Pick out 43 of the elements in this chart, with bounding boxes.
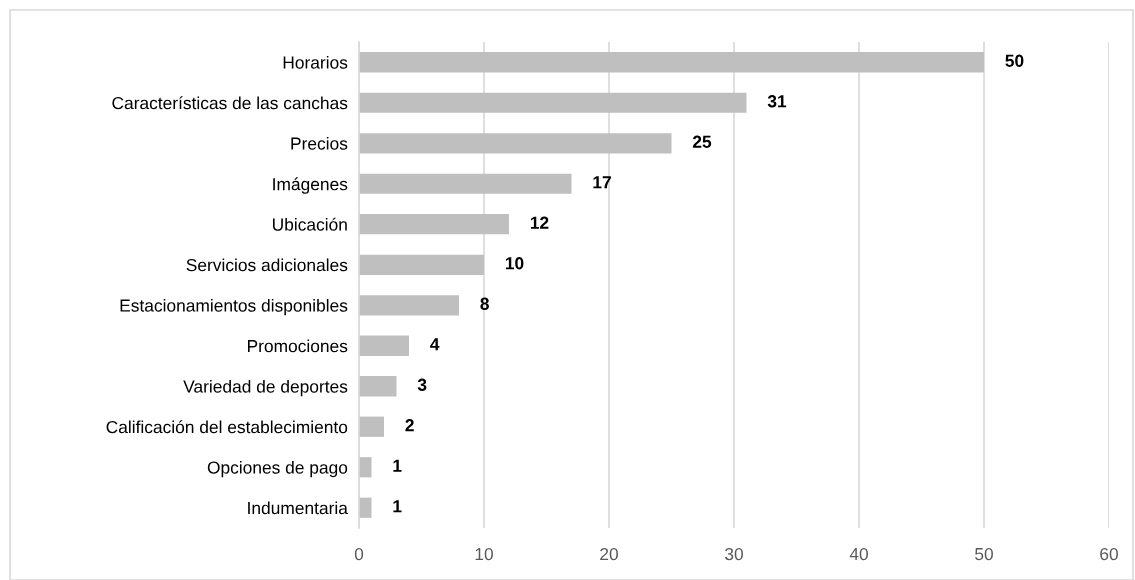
y-tick-label: Características de las canchas [112,96,348,110]
y-tick-label: Calificación del establecimiento [106,420,348,434]
data-label: 1 [393,459,402,472]
bar [359,457,372,478]
data-label: 31 [767,95,787,108]
x-tick-label: 10 [475,547,493,561]
x-tick-label: 0 [354,547,364,561]
x-tick-label: 30 [725,547,743,561]
bar [359,214,509,235]
data-label: 8 [480,297,489,310]
data-label: 25 [692,135,712,148]
y-tick-label: Precios [291,136,348,150]
y-tick-label: Estacionamientos disponibles [120,298,348,316]
bar [359,254,484,275]
data-label: 12 [530,216,549,229]
bar [359,416,384,437]
bar [359,497,372,518]
y-tick-label: Servicios adicionales [186,258,348,272]
x-tick-label: 50 [975,547,993,561]
data-label: 2 [405,419,414,432]
bar [359,335,409,356]
bar [359,295,459,316]
data-label: 50 [1005,54,1024,67]
bar [359,133,672,154]
data-label: 4 [430,338,440,351]
y-tick-label: Ubicación [273,217,347,231]
y-tick-label: Indumentaria [248,501,348,515]
data-label: 17 [593,176,611,189]
y-tick-label: Opciones de pago [207,460,348,478]
x-tick-label: 40 [849,547,868,561]
y-tick-label: Promociones [248,339,348,353]
y-tick-label: Imágenes [273,177,348,194]
y-tick-label: Horarios [283,55,348,69]
data-label: 10 [505,257,524,270]
data-label: 3 [417,378,427,391]
y-tick-label: Variedad de deportes [183,379,348,397]
x-tick-label: 60 [1100,547,1118,561]
bar [359,52,984,73]
bar [359,92,747,113]
x-tick-label: 20 [600,547,618,561]
data-label: 1 [393,500,402,513]
bar [359,376,397,397]
bar [359,173,572,194]
